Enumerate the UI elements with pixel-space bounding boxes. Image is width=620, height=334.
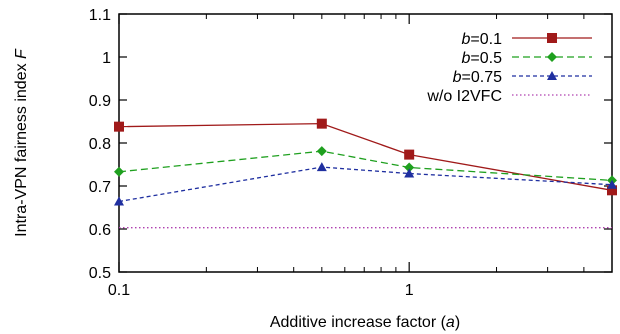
legend-entry: w/o I2VFC	[426, 88, 592, 105]
y-tick-label: 0.7	[89, 179, 111, 196]
series-2	[114, 162, 617, 206]
data-point	[404, 149, 415, 160]
y-axis-title-variable: F	[13, 48, 30, 59]
legend-label-text: =0.75	[462, 69, 503, 86]
y-tick-label: 0.9	[89, 93, 111, 110]
data-point	[316, 118, 327, 129]
x-axis-title-variable: a	[446, 314, 455, 331]
legend-label-text: =0.5	[470, 50, 502, 67]
y-axis-title-prefix: Intra-VPN fairness index	[13, 59, 30, 237]
series-line	[118, 166, 613, 203]
y-tick-label: 1	[102, 50, 111, 67]
legend-label-text: =0.1	[470, 31, 502, 48]
legend-label: b=0.5	[462, 50, 503, 67]
x-axis-title: Additive increase factor (a)	[270, 314, 460, 331]
legend-label: w/o I2VFC	[426, 88, 502, 105]
x-axis-title-suffix: )	[455, 314, 460, 331]
legend-entry: b=0.75	[453, 69, 592, 86]
series-1	[114, 146, 617, 186]
x-tick-label: 0.1	[108, 282, 130, 299]
x-axis-title-prefix: Additive increase factor (	[270, 314, 447, 331]
data-point	[114, 196, 124, 206]
y-tick-label: 0.5	[89, 265, 111, 282]
y-tick-label: 0.8	[89, 136, 111, 153]
legend-label-text: w/o I2VFC	[426, 88, 502, 105]
data-point	[316, 162, 327, 172]
legend-label: b=0.1	[462, 31, 503, 48]
data-point	[316, 146, 327, 157]
legend-entry: b=0.5	[462, 50, 592, 67]
legend-label-variable: b	[453, 69, 462, 86]
x-tick-label: 1	[405, 282, 414, 299]
data-point	[607, 185, 617, 196]
legend-entry: b=0.1	[462, 31, 592, 48]
data-point	[114, 121, 124, 132]
data-point	[404, 162, 415, 173]
y-tick-label: 1.1	[89, 7, 111, 24]
legend-swatch-marker	[547, 33, 557, 43]
series-line	[118, 122, 613, 191]
series-line	[118, 150, 613, 182]
data-point	[607, 179, 617, 189]
legend-label-variable: b	[462, 31, 471, 48]
data-point	[114, 166, 124, 177]
data-point	[404, 168, 415, 178]
plot-frame	[118, 13, 613, 273]
y-axis-title: Intra-VPN fairness index F	[13, 48, 30, 237]
y-tick-label: 0.6	[89, 222, 111, 239]
legend-label-variable: b	[462, 50, 471, 67]
legend-swatch-marker	[547, 52, 557, 62]
series-0	[114, 118, 617, 196]
legend-label: b=0.75	[453, 69, 502, 86]
legend-swatch-marker	[547, 71, 557, 80]
